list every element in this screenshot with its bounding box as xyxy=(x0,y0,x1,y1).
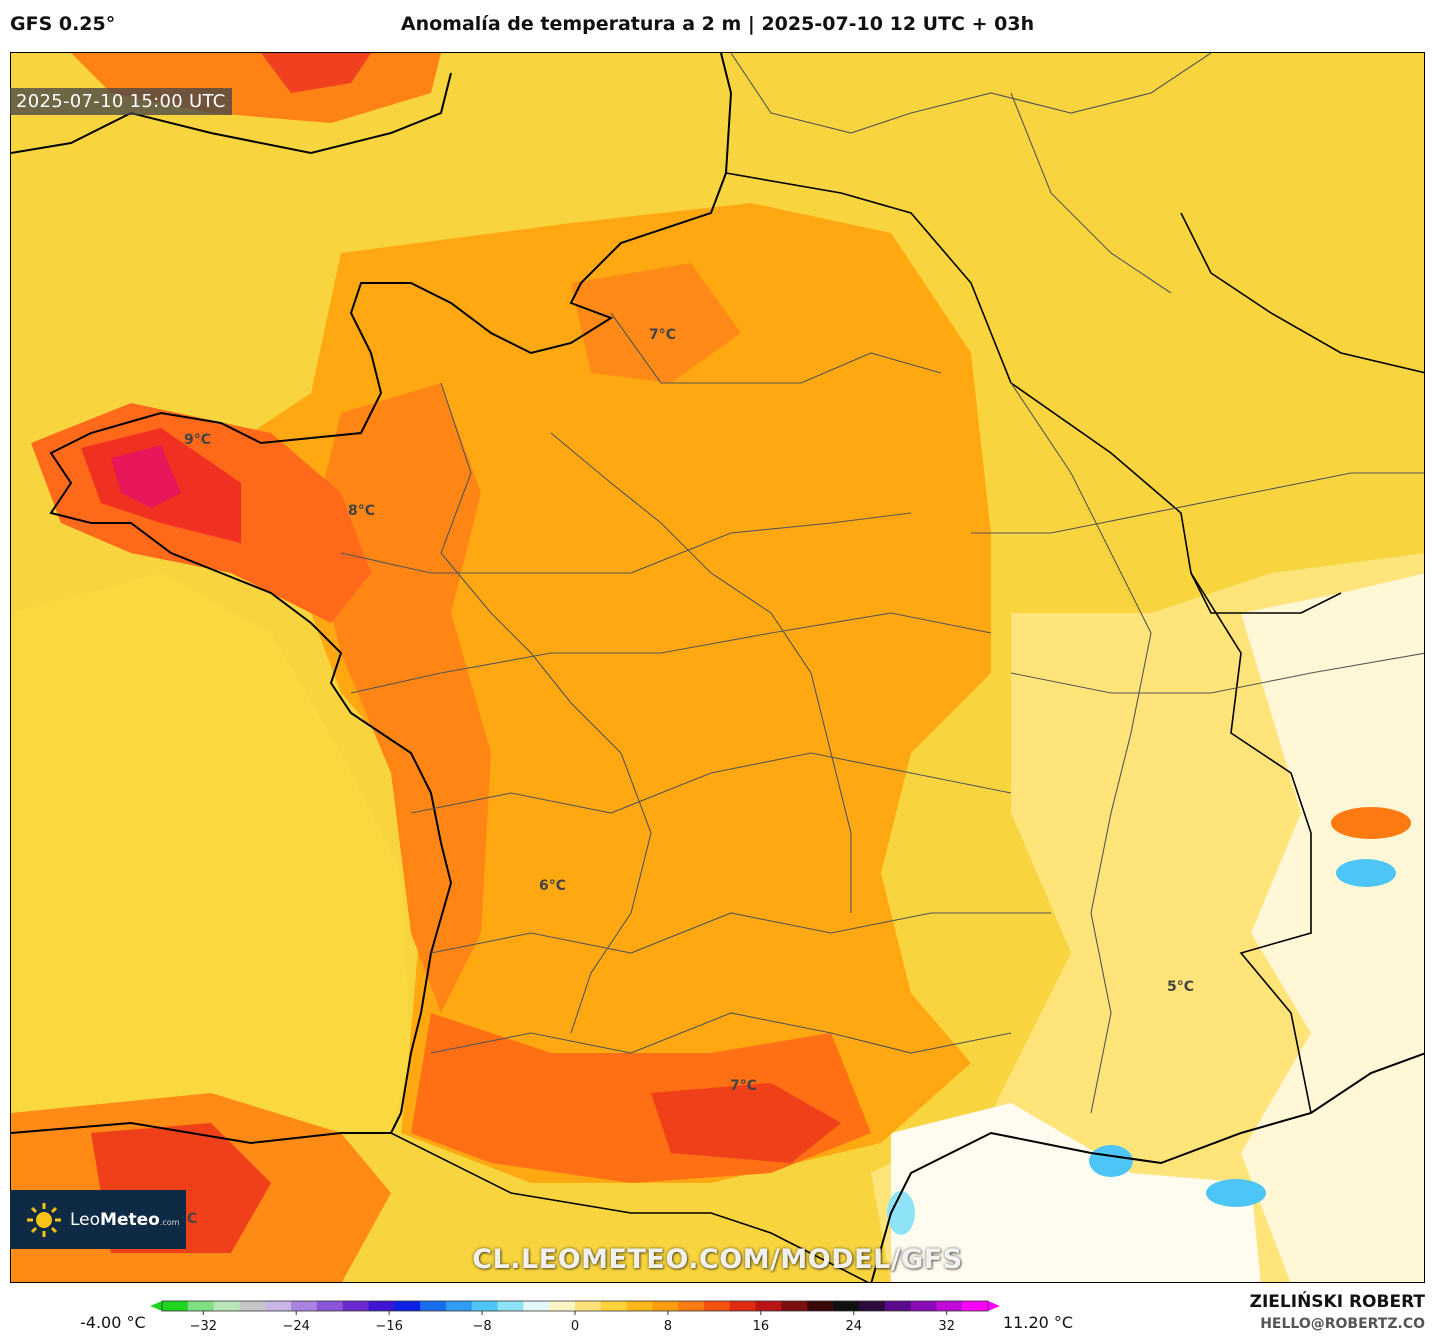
colorbar-segment xyxy=(755,1301,782,1311)
colorbar-segment xyxy=(394,1301,421,1311)
colorbar-segment xyxy=(523,1301,550,1311)
colorbar-segment xyxy=(652,1301,679,1311)
field-gulf-cold xyxy=(887,1191,915,1235)
admin-boundaries xyxy=(340,53,1424,1114)
colorbar-segment xyxy=(549,1301,576,1311)
author-name: ZIELIŃSKI ROBERT xyxy=(1249,1292,1425,1312)
colorbar-segment xyxy=(704,1301,731,1311)
colorbar-segment xyxy=(833,1301,860,1311)
colorbar-segment xyxy=(575,1301,602,1311)
colorbar-segment xyxy=(884,1301,912,1311)
colorbar-segment xyxy=(729,1301,757,1311)
contour-label-5: 5°C xyxy=(1167,979,1194,995)
colorbar-segment xyxy=(316,1301,344,1311)
colorbar-arrow-max xyxy=(988,1301,1000,1311)
colorbar-tick-label: 16 xyxy=(753,1319,770,1334)
colorbar-tick-label: −8 xyxy=(472,1319,491,1334)
field-alps-cold xyxy=(1336,859,1396,887)
sun-icon xyxy=(27,1202,61,1237)
colorbar-arrow-min xyxy=(150,1301,162,1311)
colorbar-segment xyxy=(471,1301,499,1311)
field-normandy xyxy=(571,263,741,383)
field-brittany-peak xyxy=(111,445,181,508)
field-med xyxy=(891,1103,1261,1282)
field-alps-warm xyxy=(1331,807,1411,839)
colorbar-segment xyxy=(962,1301,989,1311)
contour-label-2: 9°C xyxy=(184,432,211,448)
anomaly-map: 7°C 9°C 8°C 6°C 5°C 7°C C xyxy=(11,53,1424,1282)
colorbar-segment xyxy=(420,1301,447,1311)
colorbar-segment xyxy=(600,1301,628,1311)
colorbar-segment xyxy=(445,1301,473,1311)
country-borders xyxy=(390,172,1424,1282)
contour-label-1: 7°C xyxy=(649,327,676,343)
colorbar-segment xyxy=(187,1301,215,1311)
colorbar-tick-label: −24 xyxy=(283,1319,310,1334)
colorbar: −32 −24 −16 −8 0 8 16 24 32 xyxy=(150,1300,1000,1334)
colorbar-segment xyxy=(213,1301,240,1311)
field-south-core xyxy=(651,1083,841,1163)
map-title: Anomalía de temperatura a 2 m | 2025-07-… xyxy=(400,13,1035,35)
field-uk-core xyxy=(261,53,371,93)
colorbar-tick-label: 0 xyxy=(571,1319,579,1334)
field-cote-cold xyxy=(1089,1145,1133,1177)
colorbar-tick-label: 24 xyxy=(846,1319,863,1334)
contour-label-3: 8°C xyxy=(348,503,375,519)
colorbar-segment xyxy=(342,1301,369,1311)
contour-label-4: 6°C xyxy=(539,878,566,894)
author-email[interactable]: HELLO@ROBERTZ.CO xyxy=(1260,1316,1425,1332)
colorbar-segment xyxy=(497,1301,524,1311)
logo-text: LeoMeteo.com xyxy=(70,1209,180,1230)
field-alps xyxy=(1241,573,1424,1282)
colorbar-segment xyxy=(368,1301,395,1311)
colorbar-segment xyxy=(291,1301,318,1311)
colorbar-segment xyxy=(858,1301,886,1311)
colorbar-segment xyxy=(162,1301,189,1311)
colorbar-segment xyxy=(265,1301,292,1311)
map-panel: 7°C 9°C 8°C 6°C 5°C 7°C C xyxy=(10,52,1425,1283)
colorbar-segment xyxy=(807,1301,834,1311)
colorbar-segment xyxy=(239,1301,266,1311)
colorbar-segment xyxy=(910,1301,937,1311)
field-atlantic xyxy=(11,573,411,1133)
watermark-url: CL.LEOMETEO.COM/MODEL/GFS xyxy=(472,1244,963,1275)
colorbar-tick-label: 32 xyxy=(938,1319,955,1334)
colorbar-segment xyxy=(781,1301,808,1311)
colorbar-tick-label: −32 xyxy=(190,1319,217,1334)
valid-time-badge: 2025-07-10 15:00 UTC xyxy=(10,88,232,115)
colorbar-segment xyxy=(626,1301,653,1311)
colorbar-min-label: -4.00 °C xyxy=(80,1313,146,1332)
coastlines xyxy=(11,53,1424,1282)
contour-label-7: C xyxy=(187,1211,197,1227)
field-corsica-cold xyxy=(1206,1179,1266,1207)
colorbar-tick-label: −16 xyxy=(375,1319,402,1334)
contour-label-6: 7°C xyxy=(730,1078,757,1094)
colorbar-segment xyxy=(678,1301,705,1311)
colorbar-segment xyxy=(936,1301,963,1311)
colorbar-tick-label: 8 xyxy=(664,1319,672,1334)
leometeo-logo[interactable]: LeoMeteo.com xyxy=(10,1190,186,1249)
colorbar-max-label: 11.20 °C xyxy=(1003,1313,1074,1332)
model-label: GFS 0.25° xyxy=(10,13,116,35)
